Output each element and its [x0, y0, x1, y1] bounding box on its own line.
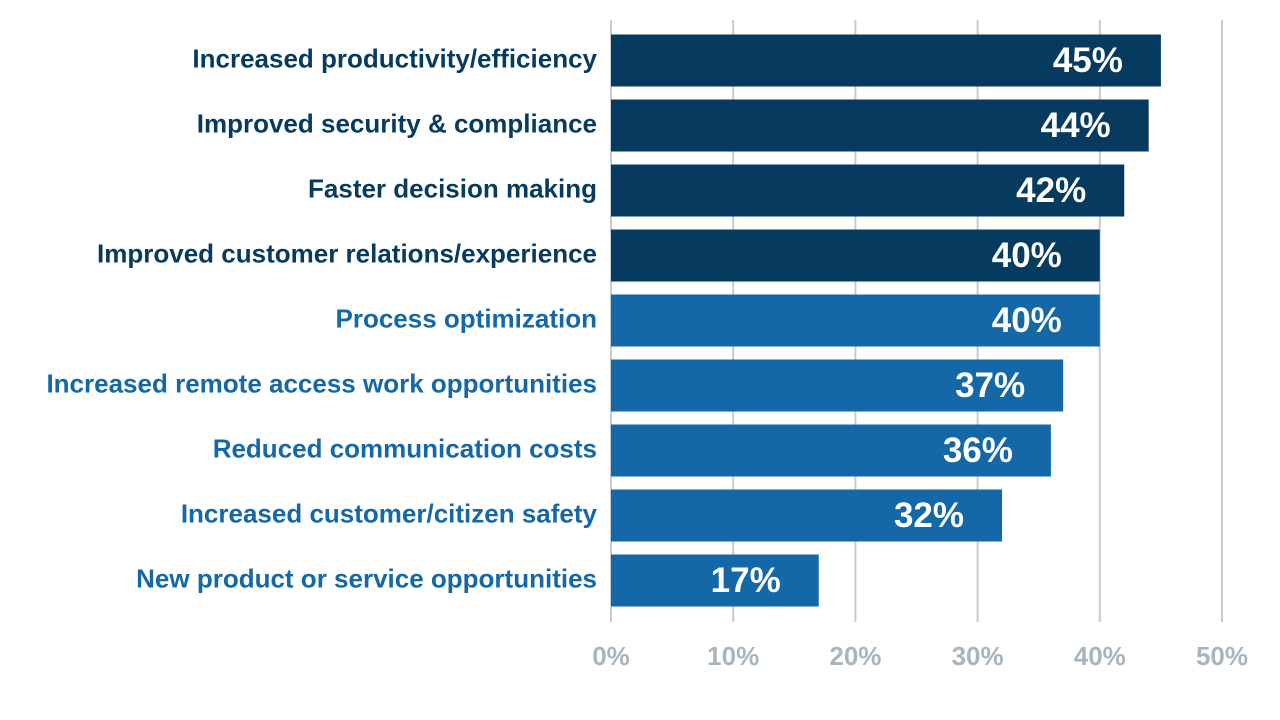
value-label: 17% [711, 561, 781, 600]
value-label: 42% [1016, 171, 1086, 210]
category-label: Process optimization [336, 303, 598, 333]
category-label: Reduced communication costs [213, 433, 597, 463]
bar [611, 554, 819, 607]
bar [611, 359, 1064, 412]
bar [611, 294, 1100, 347]
x-tick-label: 10% [707, 641, 759, 671]
value-label: 32% [894, 496, 964, 535]
x-tick-label: 30% [952, 641, 1004, 671]
bar [611, 489, 1003, 542]
category-label: Increased customer/citizen safety [181, 498, 598, 528]
value-label: 45% [1053, 41, 1123, 80]
bar [611, 164, 1125, 217]
x-tick-label: 50% [1196, 641, 1248, 671]
value-label: 37% [955, 366, 1025, 405]
category-label: Improved customer relations/experience [97, 238, 597, 268]
category-label: Improved security & compliance [197, 108, 597, 138]
bar [611, 99, 1149, 152]
category-label: Faster decision making [308, 173, 597, 203]
category-label: New product or service opportunities [136, 563, 597, 593]
value-label: 40% [992, 301, 1062, 340]
x-tick-label: 20% [829, 641, 881, 671]
category-label: Increased remote access work opportuniti… [46, 368, 597, 398]
bar [611, 229, 1100, 282]
x-tick-label: 40% [1074, 641, 1126, 671]
value-label: 44% [1041, 106, 1111, 145]
category-label: Increased productivity/efficiency [192, 43, 597, 73]
bar [611, 34, 1161, 87]
x-tick-label: 0% [592, 641, 630, 671]
bar [611, 424, 1051, 477]
value-label: 40% [992, 236, 1062, 275]
value-label: 36% [943, 431, 1013, 470]
